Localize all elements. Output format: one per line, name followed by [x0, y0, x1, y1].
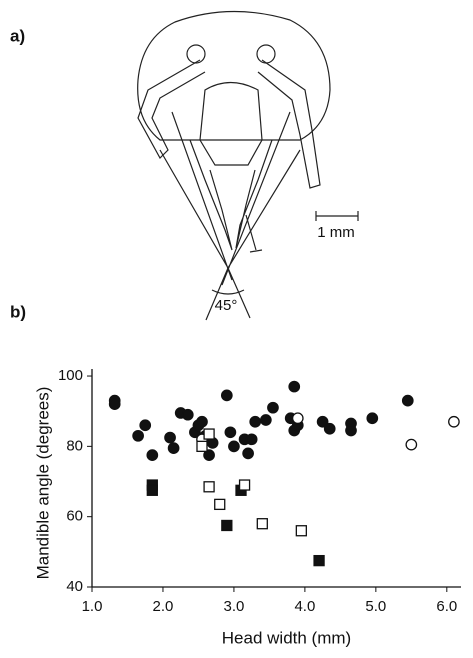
- y-tick-label: 100: [58, 367, 83, 384]
- circle-point: [260, 414, 272, 426]
- circle-point: [220, 389, 233, 402]
- circle-point: [323, 422, 336, 435]
- circle-point: [196, 415, 208, 428]
- square-point: [203, 481, 215, 493]
- circle-point: [316, 415, 329, 428]
- circle-point: [167, 442, 180, 454]
- scale-label: 1 mm: [317, 224, 355, 241]
- circle-point: [203, 449, 215, 461]
- circle-point: [224, 426, 237, 439]
- circle-point: [249, 415, 262, 428]
- x-tick-label: 3.0: [223, 598, 244, 615]
- circle-point: [132, 429, 144, 442]
- circle-point: [448, 415, 460, 428]
- circle-point: [228, 440, 240, 453]
- square-point: [146, 484, 158, 496]
- panel-label: b): [10, 302, 26, 321]
- circle-point: [291, 412, 304, 425]
- x-tick-label: 4.0: [294, 598, 315, 615]
- circle-point: [345, 424, 357, 437]
- y-axis-title: Mandible angle (degrees): [33, 387, 52, 580]
- y-tick-label: 40: [66, 578, 83, 595]
- x-tick-label: 5.0: [365, 598, 386, 615]
- circle-point: [366, 412, 379, 425]
- y-tick-label: 60: [66, 508, 83, 525]
- square-point: [221, 519, 233, 532]
- x-tick-label: 1.0: [82, 598, 103, 615]
- square-point: [313, 554, 325, 567]
- x-tick-label: 2.0: [153, 598, 174, 615]
- circle-point: [108, 398, 121, 411]
- scatter-plot: 1.0 2.0 3.0 4.0 5.0 6.0 40 60 80 100 Head width (m…: [33, 367, 461, 647]
- circle-point: [405, 438, 418, 451]
- circle-point: [146, 449, 159, 461]
- square-point: [203, 428, 215, 440]
- circle-point: [139, 419, 152, 432]
- circle-point: [288, 380, 301, 393]
- circle-point: [267, 401, 279, 414]
- circle-point: [164, 431, 176, 444]
- square-point: [214, 498, 226, 511]
- circle-point: [181, 408, 194, 421]
- circle-point: [401, 394, 414, 407]
- circle-point: [242, 447, 254, 460]
- square-point: [238, 479, 251, 491]
- square-point: [196, 440, 208, 453]
- square-point: [295, 525, 307, 537]
- circle-point: [245, 433, 258, 446]
- square-point: [256, 518, 268, 530]
- head-drawing: [137, 10, 359, 321]
- x-tick-label: 6.0: [436, 598, 457, 615]
- panel-label: a): [10, 26, 25, 45]
- angle-label: 45°: [215, 297, 238, 314]
- y-tick-label: 80: [66, 437, 83, 454]
- x-axis-title: Head width (mm): [222, 628, 351, 647]
